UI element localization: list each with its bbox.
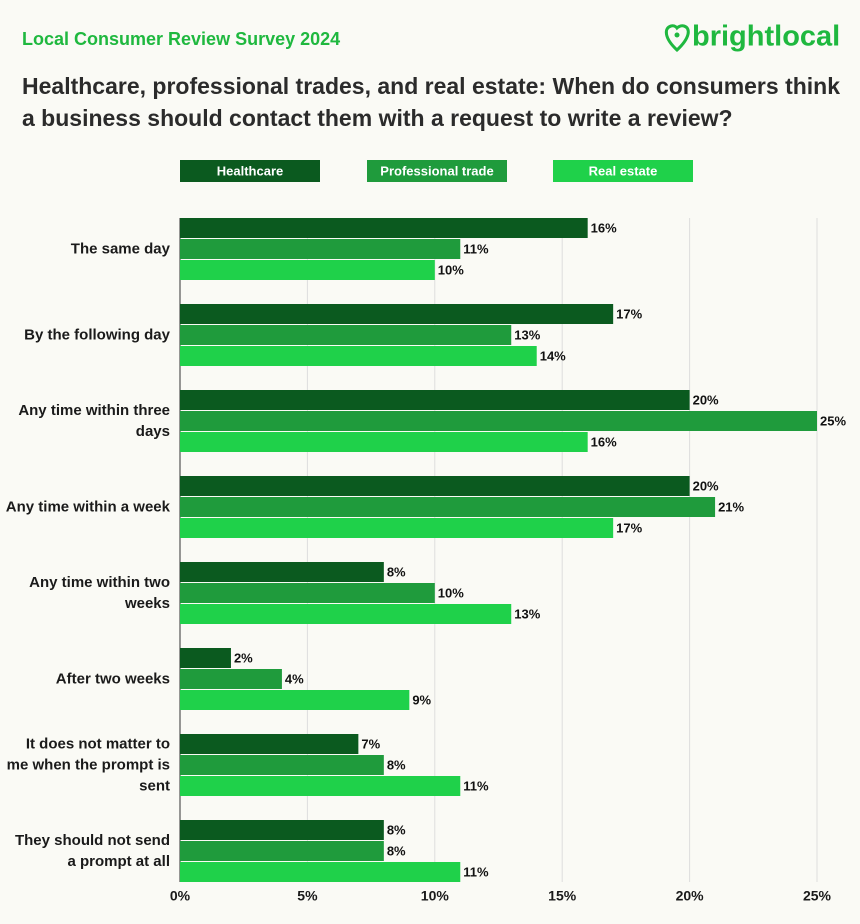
legend-label: Real estate — [589, 163, 658, 178]
bar — [180, 734, 359, 754]
bar — [180, 432, 588, 452]
value-label: 16% — [591, 220, 617, 235]
value-label: 14% — [540, 348, 566, 363]
bar — [180, 325, 512, 345]
survey-name: Local Consumer Review Survey 2024 — [22, 29, 340, 49]
value-label: 20% — [693, 478, 719, 493]
value-label: 8% — [387, 822, 406, 837]
value-label: 11% — [463, 778, 489, 793]
legend-swatch — [553, 160, 693, 182]
value-label: 21% — [718, 499, 744, 514]
bar — [180, 604, 512, 624]
value-label: 17% — [616, 520, 642, 535]
value-label: 10% — [438, 262, 464, 277]
value-label: 16% — [591, 434, 617, 449]
value-label: 8% — [387, 843, 406, 858]
value-label: 20% — [693, 392, 719, 407]
category-label: Any time within a week — [5, 498, 170, 516]
value-label: 10% — [438, 585, 464, 600]
category-label: Any time within three days — [18, 402, 170, 440]
value-label: 7% — [361, 736, 380, 751]
value-label: 9% — [412, 692, 431, 707]
brand-logo: brightlocal — [692, 21, 840, 53]
bar — [180, 690, 410, 710]
x-tick-label: 25% — [803, 888, 832, 904]
value-label: 13% — [514, 327, 540, 342]
x-tick-label: 20% — [676, 888, 705, 904]
bar — [180, 239, 461, 259]
value-label: 11% — [463, 241, 489, 256]
logo-icon — [664, 24, 690, 53]
category-label: By the following day — [24, 326, 170, 344]
bar — [180, 304, 614, 324]
bar — [180, 755, 384, 775]
category-label: Any time within two weeks — [29, 574, 170, 612]
category-label: After two weeks — [55, 670, 170, 688]
bar — [180, 776, 461, 796]
bar — [180, 260, 435, 280]
bar — [180, 497, 716, 517]
value-label: 25% — [820, 413, 846, 428]
bar — [180, 648, 231, 668]
category-label: It does not matter to me when the prompt… — [6, 735, 170, 795]
legend-label: Healthcare — [217, 163, 283, 178]
bar — [180, 476, 690, 496]
value-label: 4% — [285, 671, 304, 686]
bar — [180, 411, 817, 431]
value-label: 13% — [514, 606, 540, 621]
category-label: The same day — [70, 240, 170, 258]
value-label: 11% — [463, 864, 489, 879]
x-tick-label: 0% — [170, 888, 191, 904]
value-label: 8% — [387, 564, 406, 579]
bar — [180, 346, 537, 366]
bar — [180, 390, 690, 410]
bar — [180, 669, 282, 689]
legend-label: Professional trade — [380, 163, 493, 178]
chart-title: Healthcare, professional trades, and rea… — [22, 73, 841, 131]
legend-swatch — [367, 160, 507, 182]
x-tick-label: 15% — [548, 888, 577, 904]
x-tick-label: 5% — [297, 888, 318, 904]
bar — [180, 841, 384, 861]
bar — [180, 518, 614, 538]
bar — [180, 862, 461, 882]
value-label: 2% — [234, 650, 253, 665]
value-label: 17% — [616, 306, 642, 321]
bar — [180, 583, 435, 603]
legend-swatch — [180, 160, 320, 182]
category-label: They should not send a prompt at all — [14, 832, 170, 870]
bar — [180, 218, 588, 238]
value-label: 8% — [387, 757, 406, 772]
bar — [180, 820, 384, 840]
bar — [180, 562, 384, 582]
x-tick-label: 10% — [421, 888, 450, 904]
